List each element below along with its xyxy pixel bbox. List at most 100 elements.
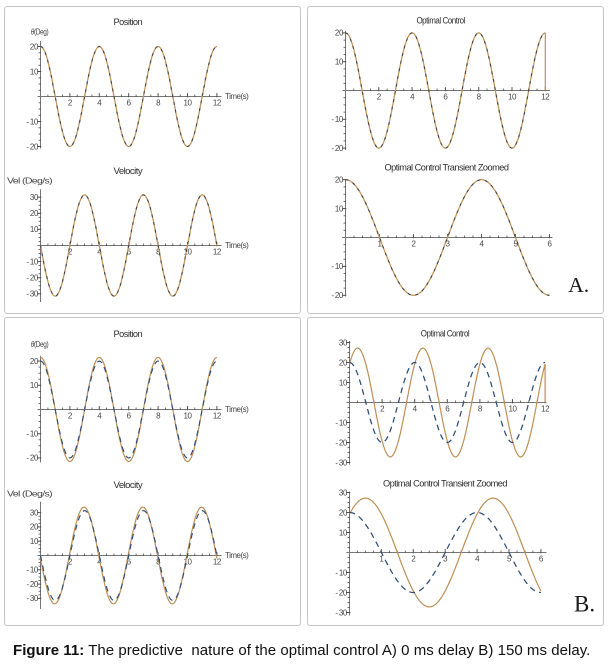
svg-text:Position: Position: [114, 329, 143, 340]
svg-text:20: 20: [30, 42, 39, 51]
svg-text:- 30: - 30: [335, 608, 348, 617]
svg-text:10: 10: [508, 405, 517, 414]
svg-text:Time(s): Time(s): [225, 551, 249, 560]
svg-text:6: 6: [127, 558, 132, 567]
svg-text:4: 4: [413, 405, 418, 414]
svg-text:10: 10: [183, 558, 192, 567]
svg-text:8: 8: [156, 412, 161, 421]
svg-text:10: 10: [30, 381, 39, 390]
svg-text:30: 30: [30, 193, 39, 202]
svg-text:12: 12: [541, 405, 550, 414]
svg-text:12: 12: [213, 99, 222, 108]
svg-text:2: 2: [68, 558, 73, 567]
svg-text:6: 6: [127, 99, 132, 108]
svg-text:Time(s): Time(s): [225, 241, 249, 250]
svg-text:- 10: - 10: [26, 117, 39, 126]
svg-text:6: 6: [443, 93, 448, 102]
svg-text:10: 10: [183, 99, 192, 108]
svg-text:10: 10: [335, 204, 344, 213]
svg-text:θ(Deg): θ(Deg): [31, 339, 49, 349]
svg-text:3: 3: [445, 240, 450, 249]
svg-text:8: 8: [156, 99, 161, 108]
svg-text:Time(s): Time(s): [225, 92, 249, 101]
svg-text:2: 2: [68, 99, 73, 108]
svg-text:2: 2: [411, 555, 416, 564]
svg-text:- 20: - 20: [26, 142, 39, 151]
svg-text:- 30: - 30: [335, 458, 348, 467]
svg-text:30: 30: [30, 508, 39, 517]
svg-text:- 10: - 10: [26, 257, 39, 266]
svg-text:10: 10: [30, 225, 39, 234]
svg-text:- 20: - 20: [26, 580, 39, 589]
svg-text:Vel (Deg/s): Vel (Deg/s): [7, 177, 53, 186]
svg-text:Optimal Control Transient Zoom: Optimal Control Transient Zoomed: [385, 162, 509, 173]
svg-text:- 20: - 20: [335, 588, 348, 597]
svg-text:- 20: - 20: [26, 274, 39, 283]
svg-text:Velocity: Velocity: [114, 480, 143, 491]
svg-text:Velocity: Velocity: [114, 166, 143, 177]
svg-text:- 20: - 20: [26, 454, 39, 463]
svg-text:20: 20: [335, 29, 344, 38]
svg-text:6: 6: [539, 555, 544, 564]
svg-text:- 30: - 30: [26, 290, 39, 299]
svg-text:4: 4: [475, 555, 480, 564]
svg-text:6: 6: [445, 405, 450, 414]
svg-text:4: 4: [97, 99, 102, 108]
svg-text:12: 12: [213, 412, 222, 421]
svg-text:2: 2: [68, 248, 73, 257]
svg-text:2: 2: [377, 93, 382, 102]
svg-text:12: 12: [213, 248, 222, 257]
svg-text:A.: A.: [568, 273, 589, 297]
svg-text:2: 2: [68, 412, 73, 421]
svg-text:10: 10: [183, 248, 192, 257]
svg-text:10: 10: [30, 67, 39, 76]
svg-text:10: 10: [183, 412, 192, 421]
svg-text:20: 20: [30, 523, 39, 532]
svg-text:8: 8: [478, 405, 483, 414]
svg-text:10: 10: [30, 537, 39, 546]
svg-text:10: 10: [335, 58, 344, 67]
svg-text:3: 3: [443, 555, 448, 564]
svg-text:4: 4: [97, 412, 102, 421]
svg-text:Time(s): Time(s): [225, 405, 249, 414]
svg-text:- 30: - 30: [26, 594, 39, 603]
svg-text:2: 2: [411, 240, 416, 249]
svg-text:- 20: - 20: [331, 291, 344, 300]
svg-text:8: 8: [477, 93, 482, 102]
svg-text:- 10: - 10: [26, 566, 39, 575]
svg-text:5: 5: [513, 240, 518, 249]
svg-text:10: 10: [339, 378, 348, 387]
svg-text:1: 1: [377, 240, 382, 249]
svg-text:4: 4: [410, 93, 415, 102]
svg-text:- 10: - 10: [26, 430, 39, 439]
svg-text:- 10: - 10: [335, 568, 348, 577]
svg-text:- 10: - 10: [335, 418, 348, 427]
svg-text:6: 6: [547, 240, 552, 249]
svg-text:Optimal Control: Optimal Control: [421, 329, 470, 340]
svg-text:20: 20: [339, 358, 348, 367]
svg-text:20: 20: [335, 176, 344, 185]
svg-text:6: 6: [127, 412, 132, 421]
svg-text:- 20: - 20: [335, 438, 348, 447]
svg-text:4: 4: [479, 240, 484, 249]
svg-text:20: 20: [30, 209, 39, 218]
svg-text:B.: B.: [574, 592, 595, 617]
svg-text:6: 6: [127, 248, 132, 257]
svg-text:- 10: - 10: [331, 262, 344, 271]
svg-text:Optimal Control Transient Zoom: Optimal Control Transient Zoomed: [383, 479, 507, 490]
svg-text:θ(Deg): θ(Deg): [31, 27, 49, 37]
svg-text:30: 30: [339, 338, 348, 347]
svg-text:Position: Position: [114, 17, 143, 28]
svg-text:20: 20: [30, 357, 39, 366]
svg-text:1: 1: [379, 555, 384, 564]
svg-text:- 10: - 10: [331, 115, 344, 124]
svg-text:20: 20: [339, 508, 348, 517]
svg-text:30: 30: [339, 488, 348, 497]
svg-text:2: 2: [380, 405, 385, 414]
svg-text:5: 5: [507, 555, 512, 564]
svg-text:10: 10: [508, 93, 517, 102]
svg-text:Optimal Control: Optimal Control: [416, 16, 465, 27]
svg-text:Vel (Deg/s): Vel (Deg/s): [7, 490, 53, 499]
svg-text:12: 12: [213, 558, 222, 567]
svg-text:12: 12: [541, 93, 550, 102]
